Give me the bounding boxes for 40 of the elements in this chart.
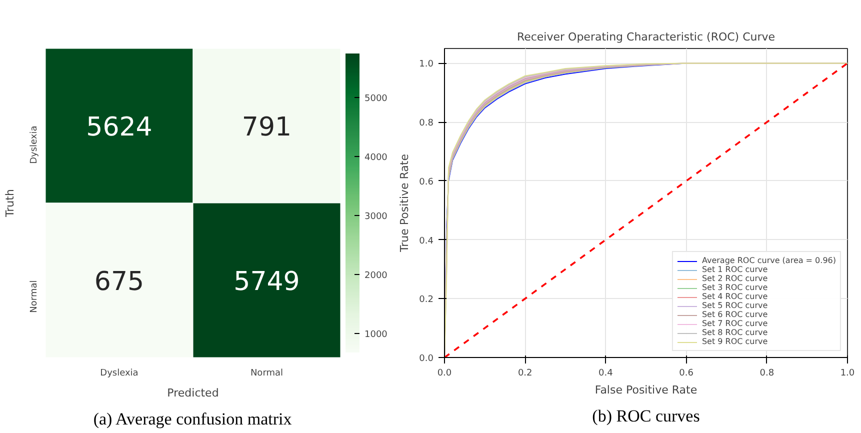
y-tick-label: 0.6	[419, 177, 434, 188]
color-bar-label: 1000	[364, 330, 388, 340]
legend-label: Set 8 ROC curve	[702, 328, 768, 337]
y-tick-label: 0.2	[419, 295, 434, 306]
legend-label: Set 1 ROC curve	[702, 265, 768, 274]
legend-label: Set 4 ROC curve	[702, 292, 768, 301]
x-axis-title: False Positive Rate	[594, 384, 698, 396]
x-tick-label: 0.8	[760, 368, 774, 378]
color-bar-label: 2000	[364, 270, 388, 281]
data-label: 675	[94, 266, 144, 297]
x-tick-label: Normal	[250, 368, 284, 378]
text: (a) Average confusion matrix	[93, 410, 292, 428]
x-tick-label: Dyslexia	[100, 368, 138, 378]
y-axis-title: True Positive Rate	[398, 154, 412, 253]
x-tick-label: 1.0	[840, 368, 855, 378]
legend-label: Set 3 ROC curve	[702, 283, 768, 292]
x-tick-label: 0.0	[437, 368, 452, 378]
color-bar-label: 5000	[364, 94, 388, 104]
chart-title: Receiver Operating Characteristic (ROC) Curve	[516, 30, 776, 44]
legend-label: Set 7 ROC curve	[702, 319, 768, 328]
y-tick-label: 0.8	[419, 118, 434, 129]
y-tick-label: 0.4	[419, 236, 434, 246]
x-tick-label: 0.6	[679, 368, 694, 378]
y-axis-title: Truth	[4, 189, 16, 218]
color-bar-label: 4000	[364, 153, 388, 164]
y-tick-label: 0.0	[419, 354, 434, 364]
legend-label: Set 5 ROC curve	[702, 301, 768, 310]
legend-label: Set 2 ROC curve	[702, 274, 768, 283]
x-axis-title: Predicted	[167, 386, 219, 400]
x-tick-label: 0.4	[598, 368, 614, 378]
legend-label: Set 9 ROC curve	[702, 337, 768, 346]
legend-label: Set 6 ROC curve	[702, 310, 768, 319]
y-tick-label: 1.0	[419, 60, 434, 70]
legend-label: Average ROC curve (area = 0.96)	[702, 256, 836, 265]
data-label: 791	[242, 112, 292, 142]
color-bar-label: 3000	[364, 212, 388, 222]
data-label: 5749	[234, 266, 300, 297]
x-tick-label: 0.2	[518, 368, 532, 378]
data-label: 5624	[86, 112, 152, 142]
text: (b) ROC curves	[592, 406, 700, 426]
